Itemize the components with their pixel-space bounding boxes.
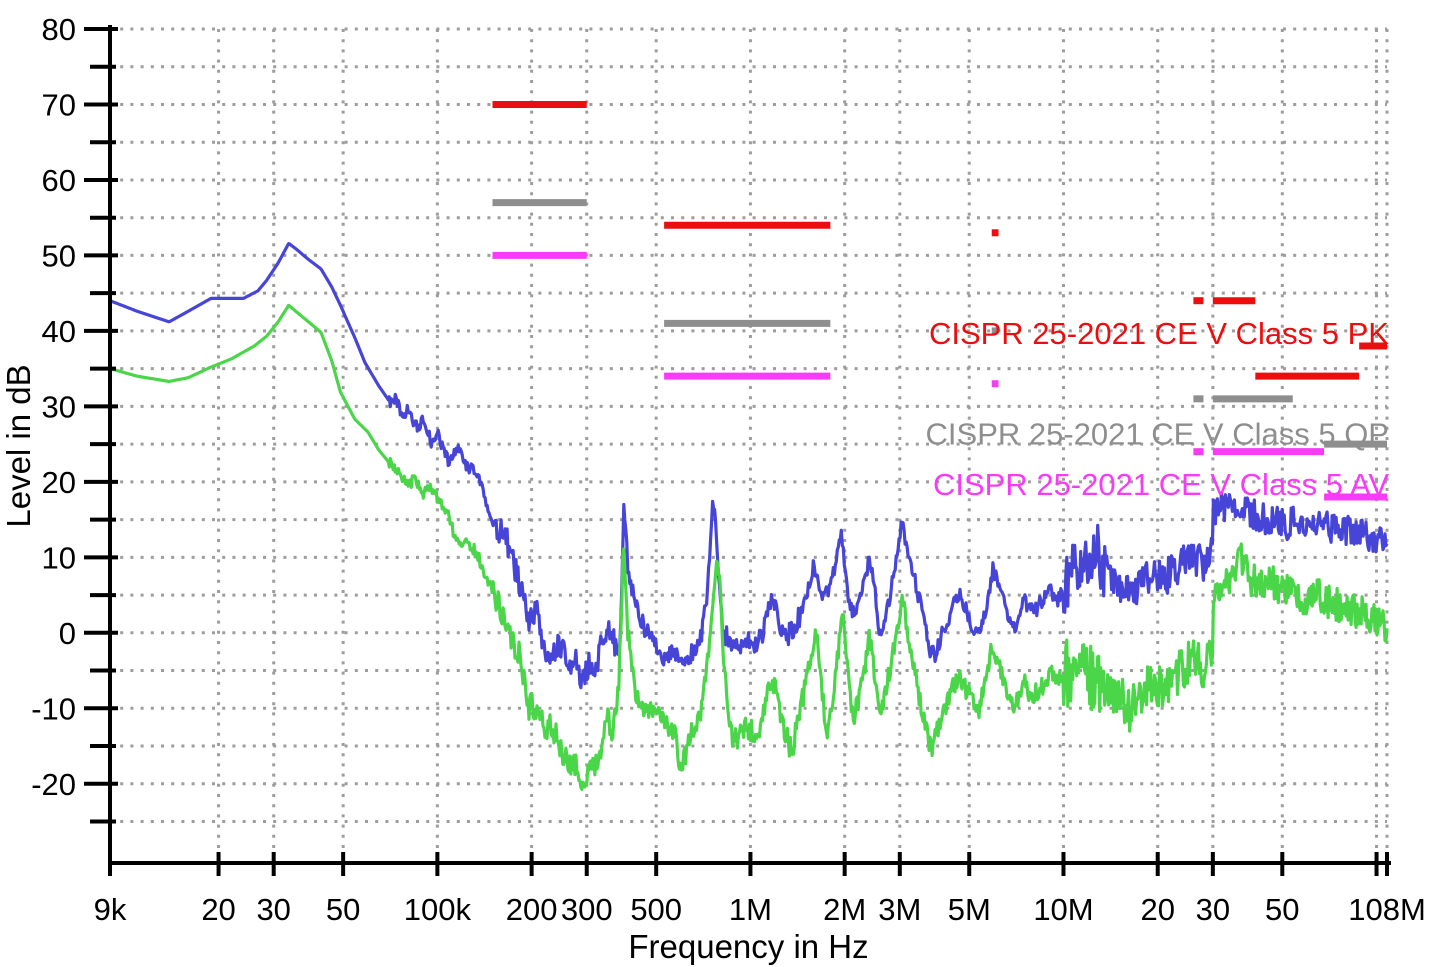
y-tick-label: 80 <box>42 12 76 47</box>
x-tick-label: 50 <box>1265 892 1299 927</box>
x-tick-label: 300 <box>561 892 613 927</box>
limit-label-cispr25-class5-quasipeak-limit: CISPR 25-2021 CE V Class 5 QP <box>926 417 1389 452</box>
traces-layer <box>109 242 1389 791</box>
x-tick-label: 9k <box>94 892 127 927</box>
x-tick-label: 10M <box>1033 892 1093 927</box>
y-tick-label: -10 <box>31 691 76 726</box>
x-tick-label: 108M <box>1348 892 1426 927</box>
x-axis-title: Frequency in Hz <box>628 928 868 965</box>
legend-layer: CISPR 25-2021 CE V Class 5 PK CISPR 25-20… <box>926 316 1390 502</box>
x-tick-label: 3M <box>878 892 921 927</box>
y-tick-label: -20 <box>31 767 76 802</box>
y-tick-label: 60 <box>42 163 76 198</box>
x-tick-label: 30 <box>1196 892 1230 927</box>
y-tick-label: 50 <box>42 238 76 273</box>
cispr25-class5-average-limit <box>492 251 1387 501</box>
x-tick-label: 5M <box>948 892 991 927</box>
y-tick-label: 20 <box>42 465 76 500</box>
x-tick-label: 1M <box>729 892 772 927</box>
trace-peak-measurement <box>109 242 1389 690</box>
limit-label-cispr25-class5-peak-limit: CISPR 25-2021 CE V Class 5 PK <box>929 316 1389 351</box>
x-tick-label: 200 <box>506 892 558 927</box>
trace-average-measurement <box>109 303 1389 791</box>
limit-lines-layer <box>492 100 1387 501</box>
x-tick-label: 20 <box>201 892 235 927</box>
axis-titles-layer: Frequency in Hz Level in dB <box>0 364 869 965</box>
x-tick-label: 100k <box>404 892 472 927</box>
x-tick-label: 20 <box>1140 892 1174 927</box>
limit-label-cispr25-class5-average-limit: CISPR 25-2021 CE V Class 5 AV <box>933 467 1389 502</box>
y-axis-title: Level in dB <box>0 364 37 527</box>
y-tick-label: 70 <box>42 87 76 122</box>
y-tick-label: 40 <box>42 314 76 349</box>
cispr25-class5-quasipeak-limit <box>492 199 1387 448</box>
y-tick-label: 0 <box>59 616 76 651</box>
x-tick-label: 2M <box>823 892 866 927</box>
y-tick-label: 10 <box>42 540 76 575</box>
x-tick-label: 500 <box>630 892 682 927</box>
y-tick-label: 30 <box>42 389 76 424</box>
x-tick-label: 50 <box>326 892 360 927</box>
x-tick-label: 30 <box>256 892 290 927</box>
cispr25-class5-peak-limit <box>492 100 1387 380</box>
